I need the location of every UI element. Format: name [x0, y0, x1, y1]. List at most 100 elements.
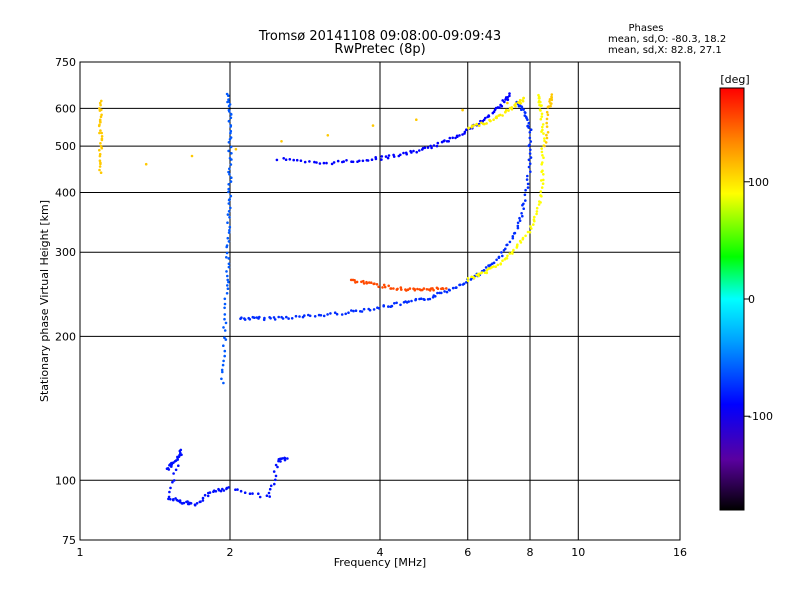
data-point [224, 321, 228, 325]
data-point [540, 115, 544, 118]
data-point [384, 155, 388, 158]
data-point [540, 112, 544, 116]
data-point [540, 147, 543, 150]
data-point [223, 349, 227, 353]
data-point [506, 101, 509, 105]
data-point [182, 501, 186, 505]
colorbar-ticks: 100 0 -100 [744, 176, 773, 423]
data-point [422, 287, 426, 290]
y-tick-label: 400 [55, 186, 76, 199]
data-point [326, 134, 330, 137]
data-point [386, 156, 390, 160]
data-point [377, 285, 380, 289]
data-point [168, 490, 171, 494]
data-point [480, 271, 484, 274]
data-point [228, 103, 232, 106]
phases-mean-x: mean, sd,X: 82.8, 27.1 [608, 45, 722, 56]
data-point [222, 326, 225, 329]
data-point [477, 124, 481, 127]
data-point [99, 162, 102, 166]
data-point [268, 487, 272, 491]
data-point [477, 274, 481, 278]
data-point [222, 344, 225, 348]
data-point [511, 235, 515, 238]
data-point [462, 282, 466, 286]
data-point [544, 141, 548, 144]
data-point [541, 169, 544, 172]
data-point [263, 316, 266, 320]
data-point [172, 472, 175, 475]
data-point [399, 303, 402, 307]
data-point [543, 137, 546, 140]
data-point [373, 282, 376, 286]
data-point [455, 134, 459, 138]
data-point [414, 297, 418, 301]
data-point [326, 313, 329, 316]
data-point [251, 492, 254, 495]
data-point [543, 139, 546, 143]
data-point [369, 281, 373, 285]
data-point [171, 480, 174, 484]
data-point [518, 216, 521, 220]
data-point [487, 264, 490, 267]
data-point [195, 502, 199, 505]
data-point [193, 503, 197, 507]
chart-title-line1: Tromsø 20141108 09:08:00-09:09:43 [258, 29, 501, 44]
data-point [528, 136, 532, 140]
y-tick-label: 500 [55, 140, 76, 153]
data-point [166, 467, 170, 470]
data-point [223, 302, 227, 306]
data-point [199, 500, 202, 504]
data-point [223, 336, 226, 340]
data-point [528, 143, 531, 147]
data-point [532, 218, 536, 221]
data-point [267, 491, 271, 495]
data-point [272, 316, 276, 319]
data-point [225, 255, 228, 259]
data-point [390, 304, 394, 308]
data-point [451, 286, 455, 290]
data-point [526, 186, 530, 189]
data-point [511, 236, 515, 240]
data-point [325, 161, 328, 165]
x-axis-label: Frequency [MHz] [334, 556, 426, 569]
data-point [455, 286, 458, 289]
data-point [228, 172, 231, 176]
data-point [529, 140, 533, 143]
data-point [227, 119, 231, 123]
data-point [538, 108, 542, 111]
data-point [537, 93, 540, 97]
data-point [335, 312, 339, 316]
data-point [540, 186, 544, 189]
data-point [435, 144, 439, 148]
data-point [527, 165, 531, 169]
data-point [487, 114, 491, 117]
data-point [294, 314, 298, 318]
data-point [322, 314, 326, 318]
data-point [344, 312, 348, 316]
data-point [545, 125, 549, 128]
data-point [180, 453, 183, 457]
data-point [219, 489, 223, 493]
data-point [227, 183, 230, 186]
data-point [372, 308, 376, 311]
data-point [472, 276, 476, 280]
data-point [383, 285, 387, 289]
data-point [221, 370, 224, 374]
data-point [505, 108, 508, 112]
data-point [467, 126, 471, 130]
data-point [537, 99, 541, 103]
data-point [228, 198, 231, 201]
data-point [498, 113, 502, 117]
data-point [365, 282, 369, 285]
data-point [277, 459, 280, 463]
data-point [537, 203, 541, 206]
data-point [221, 363, 225, 367]
data-point [287, 317, 290, 320]
x-tick-label: 16 [673, 546, 687, 559]
data-point [535, 212, 538, 216]
data-point [504, 247, 507, 251]
data-point [546, 105, 550, 109]
data-point [387, 154, 391, 157]
data-point [223, 306, 226, 310]
